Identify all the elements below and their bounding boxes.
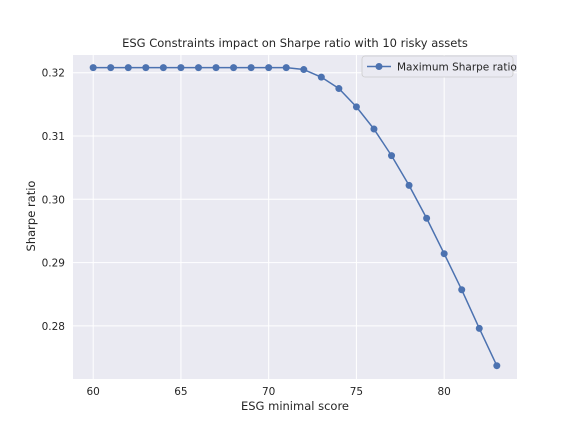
data-point: [194, 64, 202, 72]
data-point: [124, 64, 132, 72]
x-tick-label: 80: [437, 386, 450, 398]
data-point: [89, 64, 97, 72]
data-point: [405, 181, 413, 189]
chart-title: ESG Constraints impact on Sharpe ratio w…: [122, 36, 468, 50]
data-point: [317, 73, 325, 81]
data-point: [177, 64, 185, 72]
x-tick-label: 75: [350, 386, 363, 398]
legend: Maximum Sharpe ratio: [361, 55, 517, 78]
series-layer: [89, 64, 501, 370]
data-point: [159, 64, 167, 72]
data-point: [370, 125, 378, 133]
legend-box: [361, 55, 514, 78]
data-point: [458, 286, 466, 294]
y-tick-label: 0.32: [42, 68, 65, 80]
data-point: [265, 64, 273, 72]
data-point: [440, 250, 448, 258]
data-point: [282, 64, 290, 72]
data-point: [247, 64, 255, 72]
data-point: [300, 66, 308, 74]
data-point: [335, 85, 343, 93]
data-point: [475, 324, 483, 332]
x-tick-label: 70: [262, 386, 275, 398]
y-tick-label: 0.28: [42, 321, 65, 333]
data-point: [388, 152, 396, 160]
y-tick-label: 0.30: [42, 194, 65, 206]
data-point: [423, 214, 431, 222]
y-tick-label: 0.31: [42, 131, 65, 143]
legend-label: Maximum Sharpe ratio: [397, 62, 517, 74]
y-axis-label: Sharpe ratio: [24, 181, 38, 252]
y-tick-label: 0.29: [42, 258, 65, 270]
legend-marker: [375, 63, 383, 70]
data-point: [107, 64, 115, 72]
x-axis-label: ESG minimal score: [241, 399, 349, 413]
plot-area: [73, 55, 517, 379]
x-tick-label: 65: [174, 386, 187, 398]
data-point: [352, 103, 360, 111]
data-point: [142, 64, 150, 72]
data-point: [230, 64, 238, 72]
tick-labels: 60 65 70 75 80 0.28 0.29 0.30 0.31 0.32: [42, 68, 451, 398]
data-point: [493, 362, 501, 370]
x-tick-label: 60: [86, 386, 99, 398]
data-point: [212, 64, 220, 72]
